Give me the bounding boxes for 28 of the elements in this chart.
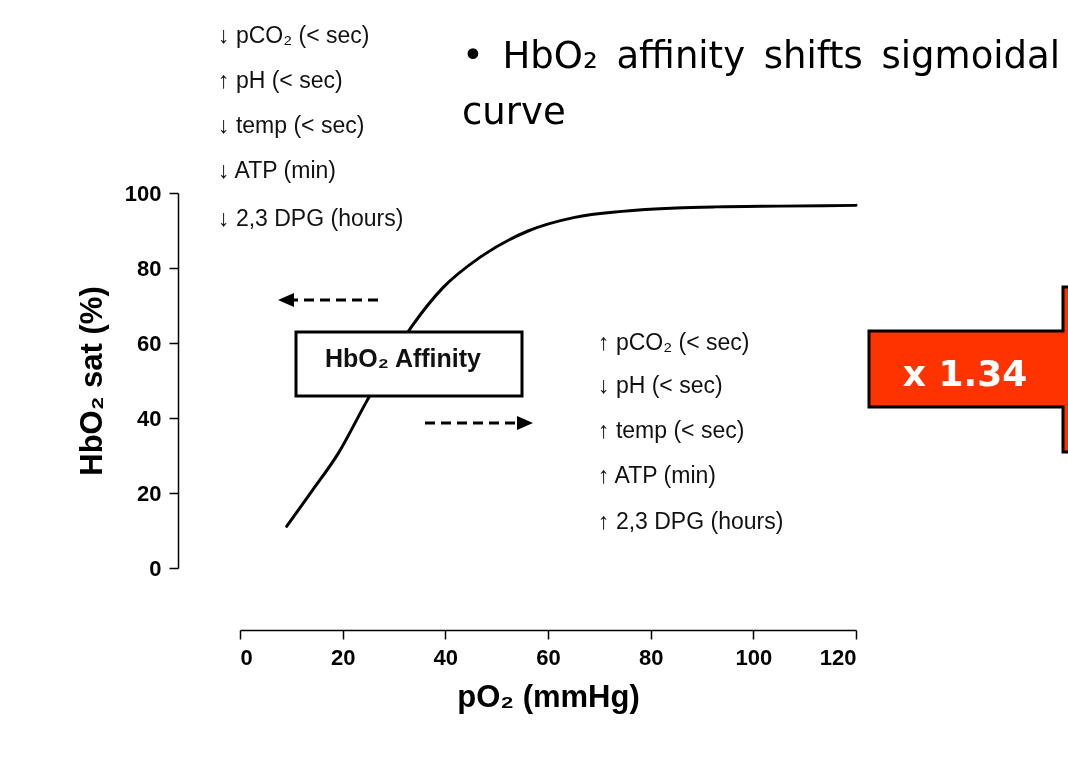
text: ↓ pCO₂ (< sec) xyxy=(218,22,370,48)
annotation: ↓ 2,3 DPG (hours) xyxy=(218,205,404,231)
x-tick-label: 100 xyxy=(735,644,773,670)
text: ↓ ATP (min) xyxy=(218,157,336,183)
annotation: ↑ ATP (min) xyxy=(598,462,716,488)
y-tick-label: 20 xyxy=(137,480,162,506)
x-tick-label: 60 xyxy=(536,644,561,670)
y-tick-label: 100 xyxy=(124,180,162,206)
annotation: ↑ temp (< sec) xyxy=(598,417,745,443)
annotation: ↑ pCO₂ (< sec) xyxy=(598,329,750,355)
y-tick-label: 40 xyxy=(137,405,162,431)
annotation: HbO₂ Affinity xyxy=(325,344,481,372)
x-tick-label: 20 xyxy=(330,644,356,670)
y-tick-label: 60 xyxy=(137,330,162,356)
y-tick-label: 80 xyxy=(137,255,162,281)
x-axis-title: pO₂ (mmHg) xyxy=(457,678,640,714)
x-tick-label: 120 xyxy=(819,644,857,670)
annotation: ↓ pH (< sec) xyxy=(598,372,723,398)
chart-title: • HbO₂ affinity shifts sigmoidal curve xyxy=(462,33,1060,135)
text: x 1.34 xyxy=(902,353,1028,394)
x-tick-label: 0 xyxy=(240,644,253,670)
x-tick-label: 40 xyxy=(433,644,459,670)
annotation: ↑ 2,3 DPG (hours) xyxy=(598,508,784,534)
y-tick-label: 0 xyxy=(149,555,162,581)
x-tick-label: 80 xyxy=(638,644,664,670)
text: ↓ temp (< sec) xyxy=(218,112,365,138)
text: ↑ pH (< sec) xyxy=(218,67,343,93)
y-axis-title: HbO₂ sat (%) xyxy=(73,286,109,476)
